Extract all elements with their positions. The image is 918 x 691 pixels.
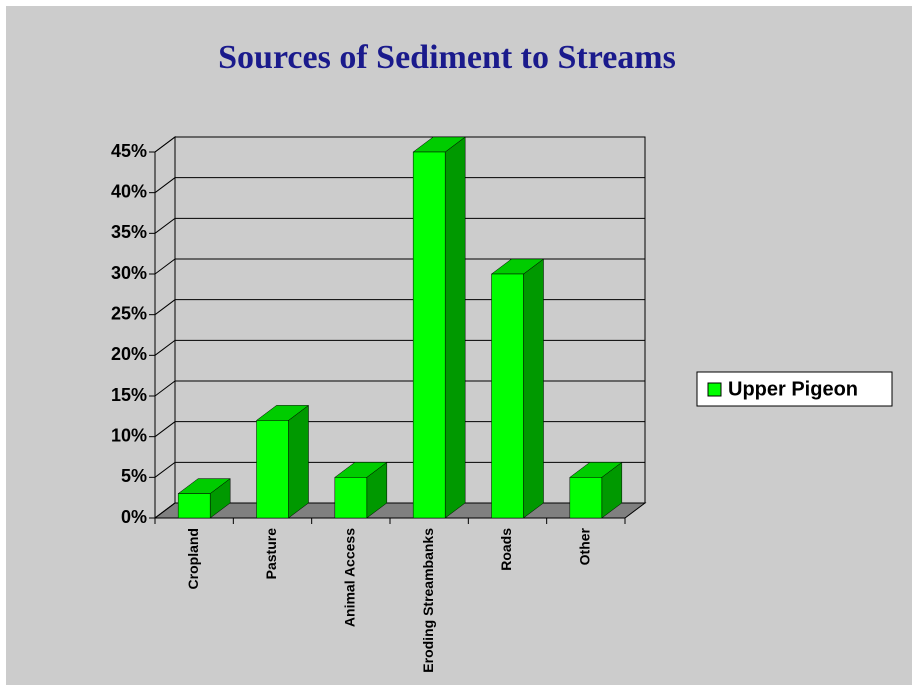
legend-box [696,371,893,407]
bar [334,477,368,519]
bar-side [444,136,466,519]
grid-line [154,380,645,397]
y-tick-label: 30% [111,263,147,283]
y-tick-label: 45% [111,141,147,161]
grid-line [154,299,645,316]
grid-line [154,339,645,356]
grid-line [154,136,645,153]
grid-line [154,258,645,275]
y-tick-label: 35% [111,222,147,242]
y-tick-label: 10% [111,425,147,445]
y-tick-label: 40% [111,181,147,201]
grid-line [154,502,645,519]
side-wall [154,136,176,519]
bar [256,420,289,519]
grid-line [154,461,645,478]
grid-line [154,177,645,194]
y-tick-label: 15% [111,385,147,405]
grid-line [154,421,645,438]
legend-label: Upper Pigeon [728,378,858,400]
x-tick-label: Roads [498,528,514,571]
bar [177,493,211,519]
bar-side [523,258,544,519]
x-tick-label: Eroding Streambanks [420,528,436,673]
y-tick-label: 20% [111,344,147,364]
x-tick-label: Pasture [263,528,279,580]
x-tick-label: Animal Access [342,528,358,627]
legend-swatch [707,382,722,397]
bar-side [288,404,309,519]
y-tick-label: 5% [121,466,147,486]
x-tick-label: Cropland [185,528,201,589]
bar [569,477,603,519]
bar [412,151,446,519]
y-tick-label: 0% [121,507,147,527]
y-tick-label: 25% [111,303,147,323]
legend: Upper Pigeon [696,371,893,407]
back-wall [174,136,646,504]
chart-title: Sources of Sediment to Streams [218,39,676,76]
bar [491,273,524,519]
grid-line [154,217,645,234]
x-tick-label: Other [577,527,593,565]
